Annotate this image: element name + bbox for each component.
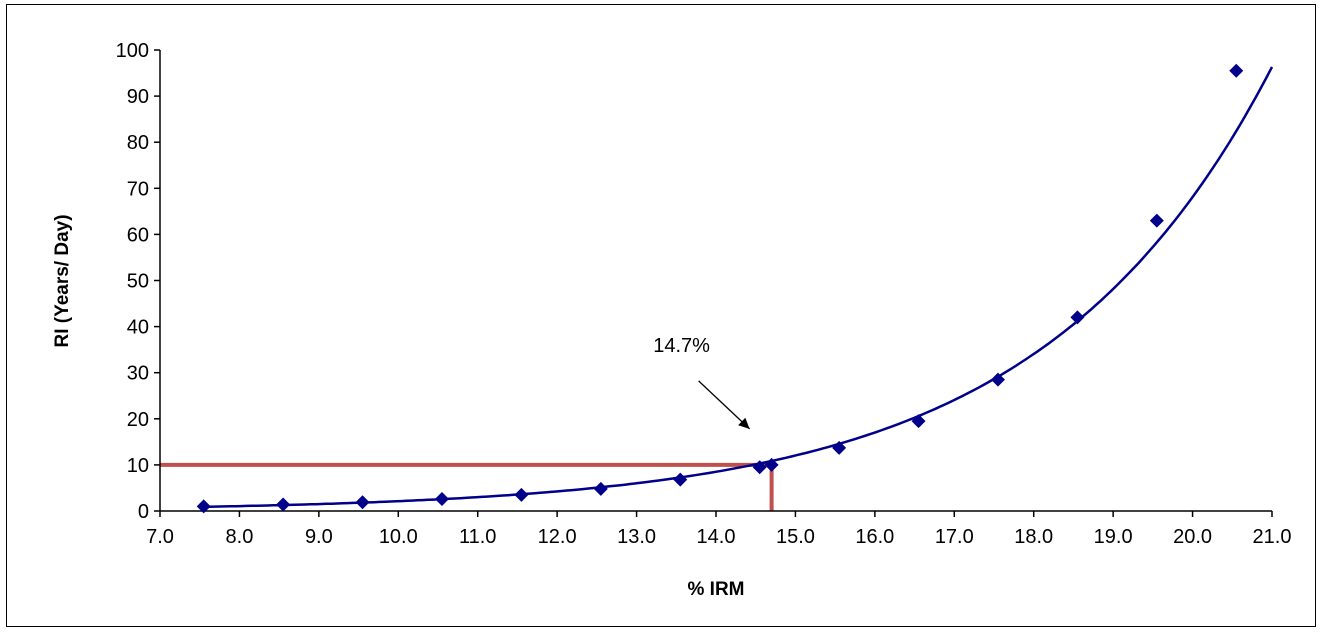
data-point	[911, 414, 926, 429]
data-point	[593, 481, 608, 496]
y-tick-label: 90	[127, 86, 149, 108]
annotation-arrowhead	[738, 417, 750, 429]
data-point	[1229, 63, 1244, 78]
y-tick-label: 30	[127, 363, 149, 385]
x-tick-label: 12.0	[538, 526, 577, 548]
x-tick-label: 15.0	[776, 526, 815, 548]
x-tick-label: 10.0	[379, 526, 418, 548]
x-tick-label: 14.0	[697, 526, 736, 548]
series-trend-line	[203, 66, 1274, 509]
data-point	[764, 457, 779, 472]
data-point	[832, 440, 847, 455]
annotation-arrow	[698, 380, 751, 430]
ticks: 0 10 20 30 40 50 60 70 80 90 100 7.0 8.0 9.0 10.0 11.0 1…	[116, 40, 1292, 548]
data-point	[355, 495, 370, 510]
chart-frame	[6, 4, 1316, 627]
data-point	[196, 499, 211, 514]
x-tick-label: 18.0	[1014, 526, 1053, 548]
y-tick-label: 20	[127, 409, 149, 431]
data-point	[1149, 213, 1164, 228]
data-point	[514, 487, 529, 502]
x-tick-label: 8.0	[226, 526, 254, 548]
x-tick-label: 16.0	[855, 526, 894, 548]
x-tick-label: 7.0	[146, 526, 174, 548]
x-tick-label: 13.0	[617, 526, 656, 548]
annotation-label: 14.7%	[653, 335, 710, 357]
y-tick-label: 40	[127, 317, 149, 339]
x-tick-label: 17.0	[935, 526, 974, 548]
y-tick-label: 0	[138, 501, 149, 523]
x-axis-title: % IRM	[688, 579, 745, 600]
data-point	[990, 372, 1005, 387]
annotations: 14.7%	[653, 335, 751, 430]
x-tick-label: 11.0	[459, 526, 496, 548]
data-point	[276, 497, 291, 512]
data-point	[752, 460, 767, 475]
data-point	[434, 492, 449, 507]
series	[196, 63, 1274, 514]
x-tick-label: 21.0	[1253, 526, 1292, 548]
y-tick-label: 60	[127, 224, 149, 246]
y-tick-label: 50	[127, 271, 149, 293]
y-tick-label: 100	[116, 40, 149, 62]
y-tick-label: 70	[127, 178, 149, 200]
x-tick-label: 9.0	[305, 526, 333, 548]
x-tick-label: 19.0	[1094, 526, 1133, 548]
y-tick-label: 10	[127, 455, 149, 477]
y-axis-title: RI (Years/ Day)	[52, 214, 73, 347]
axes	[159, 50, 1272, 512]
y-tick-label: 80	[127, 132, 149, 154]
data-point	[1070, 310, 1085, 325]
x-tick-label: 20.0	[1173, 526, 1212, 548]
data-point	[673, 472, 688, 487]
reference-lines	[160, 462, 774, 511]
